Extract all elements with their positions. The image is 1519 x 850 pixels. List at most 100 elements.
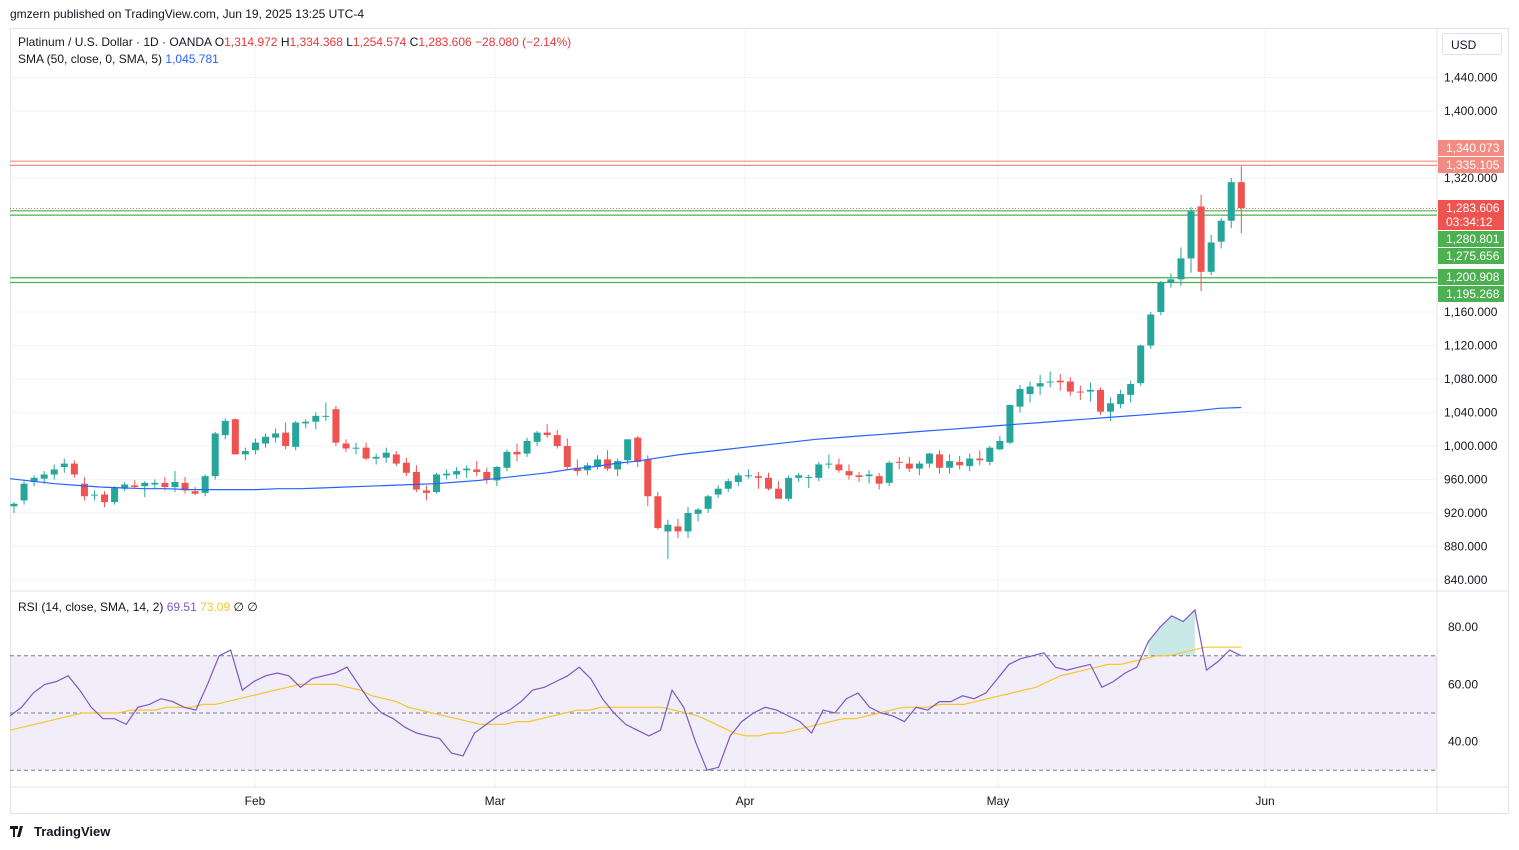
candle-body <box>925 453 933 464</box>
ohlc-low-label: L <box>346 35 353 49</box>
candle-body <box>865 474 873 477</box>
candle-body <box>312 415 320 422</box>
candle-body <box>724 481 732 489</box>
candle-body <box>775 488 783 499</box>
candle <box>795 472 803 483</box>
sma-legend[interactable]: SMA (50, close, 0, SMA, 5) 1,045.781 <box>18 52 219 66</box>
candle <box>483 467 491 484</box>
candle-body <box>10 503 18 507</box>
candle <box>1086 382 1094 402</box>
candle-body <box>141 482 149 487</box>
x-tick-label: Feb <box>245 794 266 808</box>
candle <box>865 470 873 484</box>
candles <box>10 166 1245 560</box>
candle-body <box>704 496 712 509</box>
candle <box>875 472 883 490</box>
candle-body <box>654 496 662 529</box>
candle-body <box>302 421 310 424</box>
y-tick-label: 1,400.000 <box>1444 104 1498 118</box>
candle <box>754 471 762 489</box>
y-tick-label: 1,320.000 <box>1444 171 1498 185</box>
rsi-series <box>9 608 1242 771</box>
candle <box>251 438 259 455</box>
candle-body <box>362 447 370 459</box>
candle <box>936 450 944 474</box>
rsi-extra-2: ∅ <box>247 600 258 614</box>
candle-body <box>161 482 169 488</box>
candle <box>835 458 843 473</box>
candle <box>342 439 350 452</box>
rsi-ma-series <box>9 646 1242 737</box>
price-label: 1,335.105 <box>1438 157 1504 173</box>
rsi-ma-value: 73.09 <box>200 600 231 614</box>
candle-body <box>1086 389 1094 392</box>
candle <box>765 472 772 491</box>
candle <box>775 481 783 499</box>
grid <box>10 28 1509 814</box>
candle <box>704 494 712 513</box>
candle <box>744 469 752 479</box>
footer-brand[interactable]: TradingView <box>10 824 110 839</box>
candle-body <box>946 461 954 468</box>
y-tick-label: 1,080.000 <box>1444 372 1498 386</box>
rsi-legend[interactable]: RSI (14, close, SMA, 14, 2) 69.51 73.09 … <box>18 600 258 614</box>
currency-selector[interactable]: USD <box>1442 33 1502 55</box>
candle <box>855 471 863 483</box>
candle-body <box>674 526 682 532</box>
candle <box>443 469 451 480</box>
candle <box>533 430 541 446</box>
candle-body <box>1006 404 1014 443</box>
price-label-text: 1,335.105 <box>1446 158 1500 172</box>
candle <box>362 442 370 461</box>
candle <box>292 420 300 451</box>
candle <box>1096 387 1104 416</box>
candle-body <box>211 433 219 477</box>
candle <box>453 466 461 479</box>
candle-body <box>322 415 330 417</box>
candle <box>1147 312 1155 349</box>
candle-body <box>292 422 300 447</box>
time-axis: Feb Mar Apr May Jun <box>245 794 1275 808</box>
candle-body <box>20 483 28 501</box>
candle-body <box>664 524 672 532</box>
y-tick-label: 840.000 <box>1444 573 1488 587</box>
candle-body <box>1036 383 1044 387</box>
candle-body <box>1237 182 1245 209</box>
candle <box>392 451 400 467</box>
candle <box>956 456 964 470</box>
candle <box>1137 344 1145 386</box>
ohlc-close-label: C <box>409 35 419 49</box>
candle <box>634 435 642 467</box>
candle <box>60 458 68 473</box>
candle <box>885 461 893 487</box>
candle <box>10 502 18 513</box>
candle <box>80 476 88 501</box>
candle <box>101 491 109 508</box>
candle <box>503 449 511 472</box>
candle-body <box>684 513 692 532</box>
candle <box>1127 380 1135 403</box>
price-label: 1,283.606 <box>1438 200 1504 216</box>
candle <box>30 475 38 487</box>
symbol-legend[interactable]: Platinum / U.S. Dollar · 1D · OANDA O1,3… <box>18 35 571 49</box>
candle <box>1016 384 1024 413</box>
candle-body <box>40 474 48 479</box>
candle <box>664 519 672 560</box>
candle-body <box>966 458 974 467</box>
candle <box>694 507 702 522</box>
rsi-lines <box>9 608 1242 771</box>
ohlc-low-value: 1,254.574 <box>352 35 407 49</box>
candle <box>241 447 249 461</box>
candle-body <box>111 487 119 503</box>
candle-body <box>1197 206 1205 272</box>
candle <box>604 450 612 472</box>
candle-body <box>402 462 410 473</box>
candle-body <box>513 451 521 455</box>
candle-body <box>845 471 853 476</box>
candle-body <box>795 475 803 478</box>
candle <box>1046 371 1054 388</box>
candle <box>583 462 591 476</box>
y-tick-label: 1,000.000 <box>1444 439 1498 453</box>
candle <box>412 465 420 493</box>
